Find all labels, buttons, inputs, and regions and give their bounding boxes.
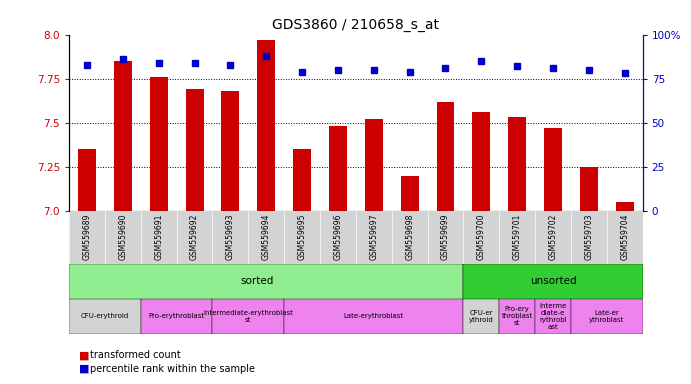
Text: Intermediate-erythroblast
st: Intermediate-erythroblast st <box>203 310 293 323</box>
Text: GSM559697: GSM559697 <box>369 214 378 260</box>
Text: sorted: sorted <box>240 276 274 286</box>
Bar <box>114 61 132 211</box>
Text: GSM559702: GSM559702 <box>549 214 558 260</box>
Text: GSM559694: GSM559694 <box>262 214 271 260</box>
Text: transformed count: transformed count <box>90 350 180 360</box>
Bar <box>464 299 499 334</box>
Bar <box>365 119 383 211</box>
Bar <box>580 167 598 211</box>
Bar <box>437 101 455 211</box>
Bar <box>293 149 311 211</box>
Bar <box>284 299 464 334</box>
Text: Pro-ery
throblast
st: Pro-ery throblast st <box>502 306 533 326</box>
Text: percentile rank within the sample: percentile rank within the sample <box>90 364 255 374</box>
Bar <box>464 263 643 299</box>
Text: Pro-erythroblast: Pro-erythroblast <box>149 313 205 319</box>
Text: GSM559692: GSM559692 <box>190 214 199 260</box>
Text: unsorted: unsorted <box>530 276 576 286</box>
Bar <box>69 263 464 299</box>
Text: ■: ■ <box>79 350 90 360</box>
Bar <box>78 149 96 211</box>
Bar <box>69 299 141 334</box>
Bar <box>544 128 562 211</box>
Text: GSM559689: GSM559689 <box>82 214 91 260</box>
Text: Late-er
ythroblast: Late-er ythroblast <box>589 310 625 323</box>
Text: GSM559701: GSM559701 <box>513 214 522 260</box>
Bar <box>186 89 204 211</box>
Text: GSM559693: GSM559693 <box>226 214 235 260</box>
Bar <box>329 126 347 211</box>
Text: GSM559696: GSM559696 <box>334 214 343 260</box>
Text: GSM559691: GSM559691 <box>154 214 163 260</box>
Bar <box>616 202 634 211</box>
Bar <box>141 299 213 334</box>
Text: ■: ■ <box>79 364 90 374</box>
Text: GSM559703: GSM559703 <box>585 214 594 260</box>
Text: GSM559699: GSM559699 <box>441 214 450 260</box>
Text: GSM559695: GSM559695 <box>298 214 307 260</box>
Bar <box>473 112 491 211</box>
Text: CFU-erythroid: CFU-erythroid <box>81 313 129 319</box>
Bar <box>508 118 526 211</box>
Text: GSM559690: GSM559690 <box>118 214 127 260</box>
Bar <box>257 40 275 211</box>
Bar <box>221 91 239 211</box>
Bar <box>150 77 168 211</box>
Text: GSM559704: GSM559704 <box>621 214 630 260</box>
Bar <box>401 175 419 211</box>
Title: GDS3860 / 210658_s_at: GDS3860 / 210658_s_at <box>272 18 439 32</box>
Bar <box>571 299 643 334</box>
Bar <box>535 299 571 334</box>
Bar <box>213 299 284 334</box>
Bar <box>499 299 535 334</box>
Text: GSM559700: GSM559700 <box>477 214 486 260</box>
Text: GSM559698: GSM559698 <box>405 214 414 260</box>
Text: Late-erythroblast: Late-erythroblast <box>343 313 404 319</box>
Text: Interme
diate-e
rythrobl
ast: Interme diate-e rythrobl ast <box>539 303 567 330</box>
Text: CFU-er
ythroid: CFU-er ythroid <box>469 310 493 323</box>
